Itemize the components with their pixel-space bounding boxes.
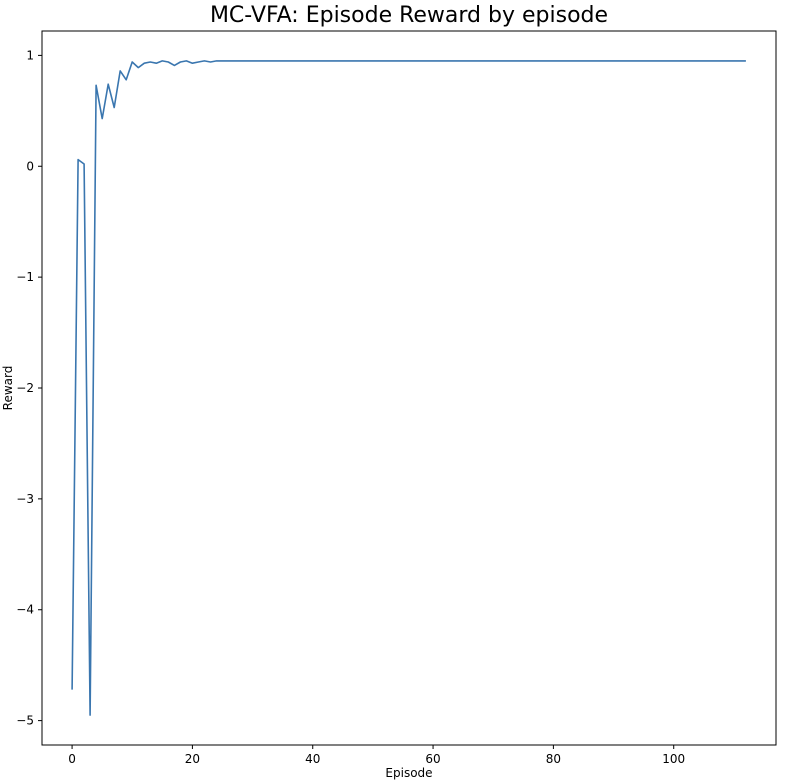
series-line-reward — [71, 60, 746, 716]
y-tick-label: −5 — [16, 714, 34, 728]
y-tick-label: −1 — [16, 270, 34, 284]
x-tick-label: 20 — [185, 752, 200, 766]
chart-title: MC-VFA: Episode Reward by episode — [210, 3, 608, 28]
x-tick-label: 0 — [68, 752, 76, 766]
x-axis-label: Episode — [385, 766, 432, 780]
plot-area-frame — [41, 30, 777, 746]
x-tick-label: 60 — [425, 752, 440, 766]
y-tick-label: −2 — [16, 381, 34, 395]
x-tick-label: 40 — [305, 752, 320, 766]
y-tick-label: 0 — [26, 159, 34, 173]
y-tick-label: 1 — [26, 48, 34, 62]
y-tick-label: −3 — [16, 492, 34, 506]
x-axis: 0 20 40 60 80 100 — [68, 745, 685, 766]
y-tick-label: −4 — [16, 603, 34, 617]
x-tick-label: 80 — [546, 752, 561, 766]
y-axis: −5 −4 −3 −2 −1 0 1 — [16, 48, 42, 728]
y-axis-label: Reward — [1, 366, 15, 411]
x-tick-label: 100 — [662, 752, 685, 766]
